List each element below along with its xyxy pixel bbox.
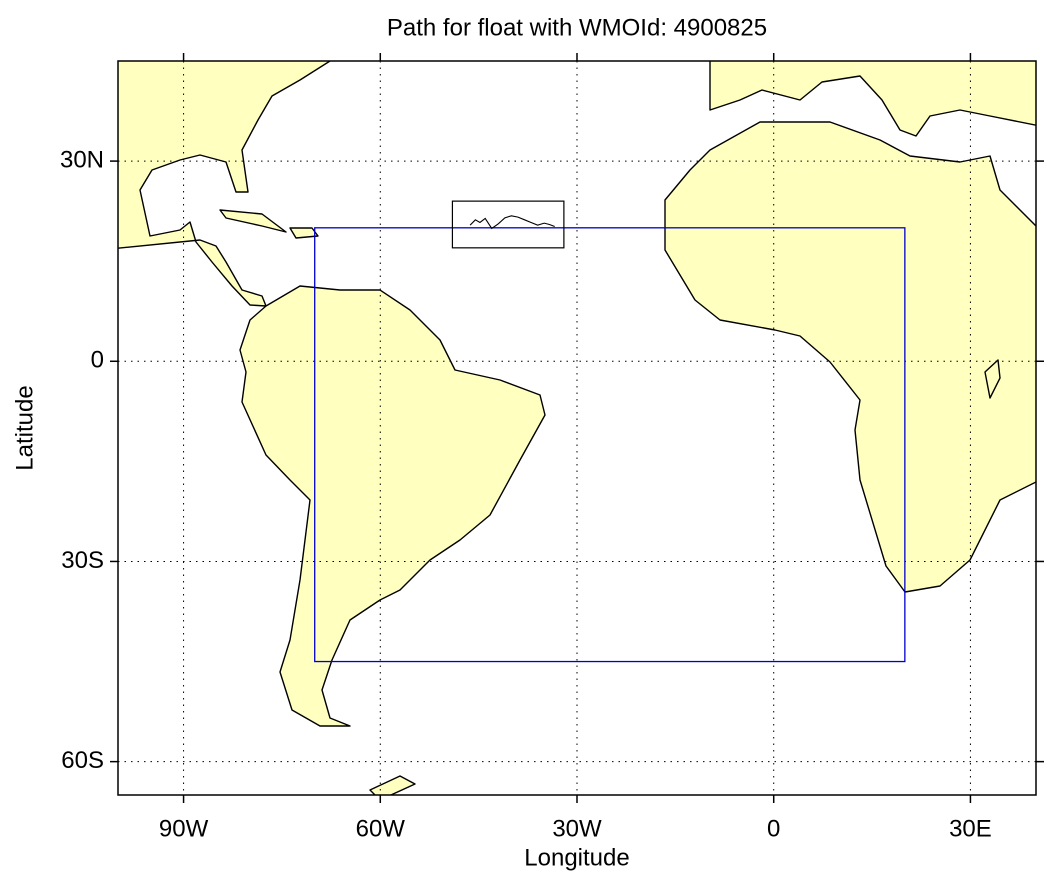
- y-tick-label: 30N: [60, 146, 104, 173]
- madagascar: [984, 359, 1001, 399]
- ticks: 90W 60W 30W 0 30E 30N 0 30S 60S: [60, 53, 1044, 842]
- x-tick-label: 30E: [949, 815, 992, 842]
- chart-title: Path for float with WMOId: 4900825: [387, 14, 767, 41]
- y-tick-label: 60S: [61, 747, 104, 774]
- north-america: [118, 61, 331, 307]
- x-tick-label: 30W: [552, 815, 602, 842]
- antarctic-peninsula: [369, 775, 416, 795]
- hispaniola: [289, 227, 319, 239]
- x-tick-label: 60W: [356, 815, 406, 842]
- south-america: [239, 285, 546, 727]
- zoom-box: [451, 200, 565, 249]
- cuba: [219, 209, 287, 233]
- grid: [118, 61, 1036, 795]
- y-axis-label: Latitude: [11, 385, 38, 470]
- y-tick-label: 30S: [61, 547, 104, 574]
- x-tick-label: 0: [767, 815, 780, 842]
- europe: [709, 61, 1036, 137]
- region-box: [314, 227, 906, 663]
- x-axis-label: Longitude: [524, 844, 629, 871]
- overlays: [314, 200, 906, 663]
- float-path: [469, 215, 555, 230]
- land: [118, 61, 1036, 795]
- y-tick-label: 0: [91, 347, 104, 374]
- x-tick-label: 90W: [159, 815, 209, 842]
